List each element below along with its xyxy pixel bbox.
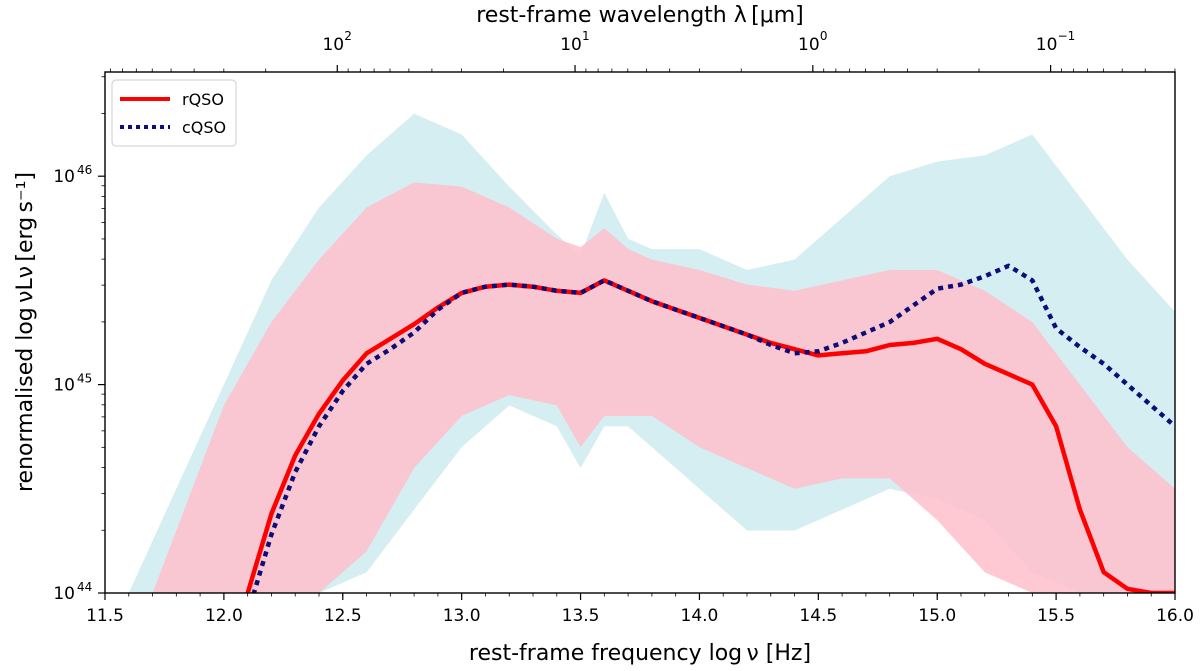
x-tick-label: 11.5 [86, 606, 124, 626]
band-rqso [152, 182, 1175, 593]
top-tick-label: 10 [560, 35, 582, 55]
legend-cqso-label: cQSO [182, 118, 226, 137]
x-tick-label: 14.5 [799, 606, 837, 626]
mean-sed-lines [245, 263, 1175, 593]
top-x-axis: 10 2 10 1 10 0 10 −1 [109, 29, 1176, 72]
x-tick-label: 14.0 [681, 606, 719, 626]
top-tick-exponent: 0 [820, 29, 828, 43]
bottom-x-axis: 11.5 12.0 12.5 13.0 13.5 14.0 14.5 15.0 15.5 16.0 [86, 593, 1194, 626]
x-tick-label: 12.5 [324, 606, 362, 626]
legend-box [111, 79, 237, 147]
x-tick-label: 13.0 [443, 606, 481, 626]
x-tick-label: 12.0 [205, 606, 243, 626]
x-tick-label: 15.5 [1037, 606, 1075, 626]
y-tick-label: 10 [53, 167, 75, 187]
plot-frame [104, 71, 1176, 594]
top-tick-exponent: 2 [344, 29, 352, 43]
top-tick-exponent: 1 [582, 29, 590, 43]
top-tick-label: 10 [798, 35, 820, 55]
x-tick-label: 16.0 [1156, 606, 1194, 626]
series-line-cqso [251, 263, 1175, 593]
y-tick-label: 10 [53, 584, 75, 604]
x-tick-label: 13.5 [562, 606, 600, 626]
x-tick-label: 15.0 [918, 606, 956, 626]
y-tick-label: 10 [53, 376, 75, 396]
y-axis-label: renormalised log νLν [erg s⁻¹] [13, 172, 38, 492]
top-tick-label: 10 [1036, 35, 1058, 55]
legend-rqso-label: rQSO [182, 90, 224, 109]
y-tick-exponent: 45 [77, 372, 92, 386]
top-axis-label: rest-frame wavelength λ [μm] [476, 3, 804, 28]
top-tick-exponent: −1 [1058, 29, 1076, 43]
legend: rQSO cQSO [111, 79, 237, 147]
y-tick-exponent: 44 [77, 580, 92, 594]
x-axis-label: rest-frame frequency log ν [Hz] [469, 641, 811, 666]
top-tick-label: 10 [322, 35, 344, 55]
y-tick-exponent: 46 [77, 163, 92, 177]
sed-envelope-bands [128, 113, 1175, 593]
